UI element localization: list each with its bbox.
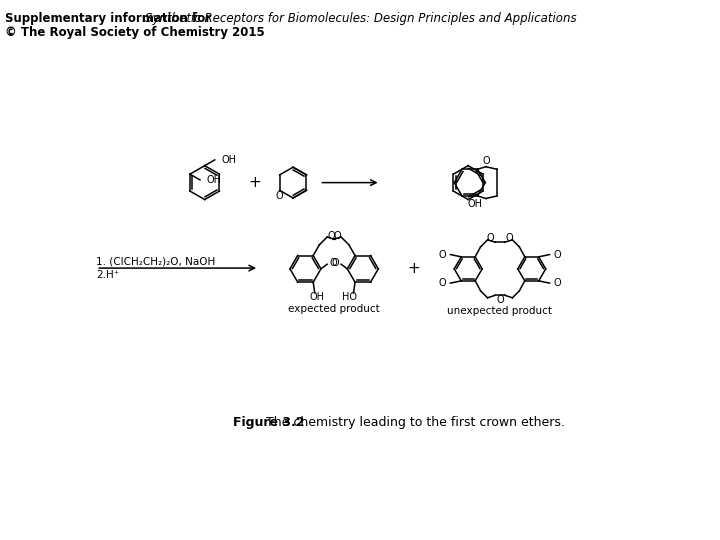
Text: O: O — [483, 157, 490, 166]
Text: OH: OH — [222, 155, 237, 165]
Text: O: O — [554, 278, 561, 288]
Text: 2.H⁺: 2.H⁺ — [96, 270, 120, 280]
Text: HO: HO — [342, 292, 357, 302]
Text: OH: OH — [310, 292, 325, 302]
Text: unexpected product: unexpected product — [447, 306, 552, 316]
Text: OH: OH — [468, 199, 482, 208]
Text: O: O — [330, 258, 337, 268]
Text: Figure 3.2: Figure 3.2 — [233, 416, 305, 429]
Text: 1. (ClCH₂CH₂)₂O, NaOH: 1. (ClCH₂CH₂)₂O, NaOH — [96, 256, 215, 266]
Text: O: O — [554, 249, 561, 260]
Text: O: O — [333, 231, 341, 241]
Text: O: O — [276, 192, 284, 201]
Text: Supplementary information for: Supplementary information for — [5, 12, 215, 25]
Text: O: O — [439, 249, 446, 260]
Text: expected product: expected product — [288, 304, 380, 314]
Text: O: O — [327, 231, 335, 241]
Text: O: O — [439, 278, 446, 288]
Text: O: O — [505, 233, 513, 244]
Text: OH: OH — [207, 175, 222, 185]
Text: O: O — [496, 295, 504, 305]
Text: Synthetic Receptors for Biomolecules: Design Principles and Applications: Synthetic Receptors for Biomolecules: De… — [145, 12, 577, 25]
Text: O: O — [331, 258, 338, 268]
Text: O: O — [487, 233, 495, 244]
Text: The chemistry leading to the first crown ethers.: The chemistry leading to the first crown… — [262, 416, 565, 429]
Text: © The Royal Society of Chemistry 2015: © The Royal Society of Chemistry 2015 — [5, 26, 265, 39]
Text: +: + — [408, 261, 420, 276]
Text: +: + — [248, 175, 261, 190]
